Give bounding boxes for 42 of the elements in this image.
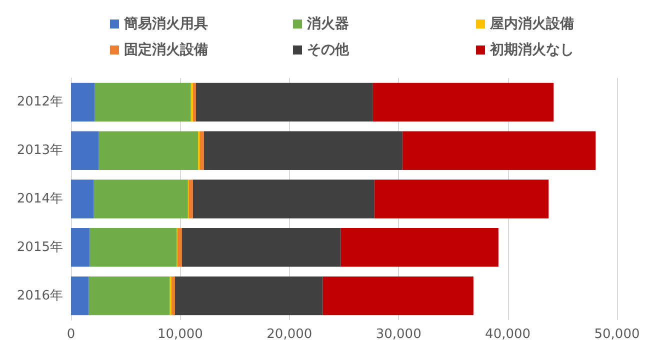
legend-label: その他	[307, 42, 350, 58]
bar	[94, 82, 191, 122]
bar	[71, 276, 88, 316]
y-tick-label: 2012年	[16, 94, 63, 110]
y-tick-label: 2016年	[16, 288, 63, 304]
bar	[192, 180, 374, 218]
x-tick-label: 10,000	[157, 327, 203, 342]
bar	[402, 131, 596, 170]
legend-label: 屋内消火設備	[489, 16, 574, 32]
bar	[71, 131, 99, 170]
bar	[200, 131, 204, 170]
x-tick-label: 0	[66, 327, 76, 342]
bar	[98, 131, 198, 170]
legend-label: 消火器	[306, 16, 349, 32]
legend-label: 固定消火設備	[124, 41, 208, 58]
bar	[188, 180, 193, 218]
bar	[192, 82, 196, 122]
bar	[71, 180, 94, 218]
bar	[196, 82, 373, 122]
bar	[322, 276, 474, 316]
x-tick-label: 30,000	[376, 327, 422, 342]
legend-label: 初期消火なし	[489, 41, 574, 58]
bar	[177, 228, 182, 267]
bar	[89, 228, 177, 267]
bar	[372, 82, 554, 122]
x-tick-label: 20,000	[266, 327, 312, 342]
bar	[71, 82, 94, 122]
bar	[93, 180, 188, 218]
bar	[71, 228, 90, 267]
bar	[340, 228, 498, 267]
y-tick-label: 2013年	[16, 143, 63, 158]
bar	[182, 228, 341, 267]
bar	[171, 276, 175, 316]
x-tick-label: 50,000	[594, 327, 640, 342]
legend-label: 簡易消火用具	[123, 16, 208, 32]
bar	[174, 276, 323, 316]
bar	[204, 131, 402, 170]
bar	[88, 276, 170, 316]
bar	[374, 180, 549, 218]
y-tick-label: 2014年	[16, 192, 63, 206]
y-tick-label: 2015年	[16, 240, 63, 255]
x-tick-label: 40,000	[485, 327, 531, 342]
